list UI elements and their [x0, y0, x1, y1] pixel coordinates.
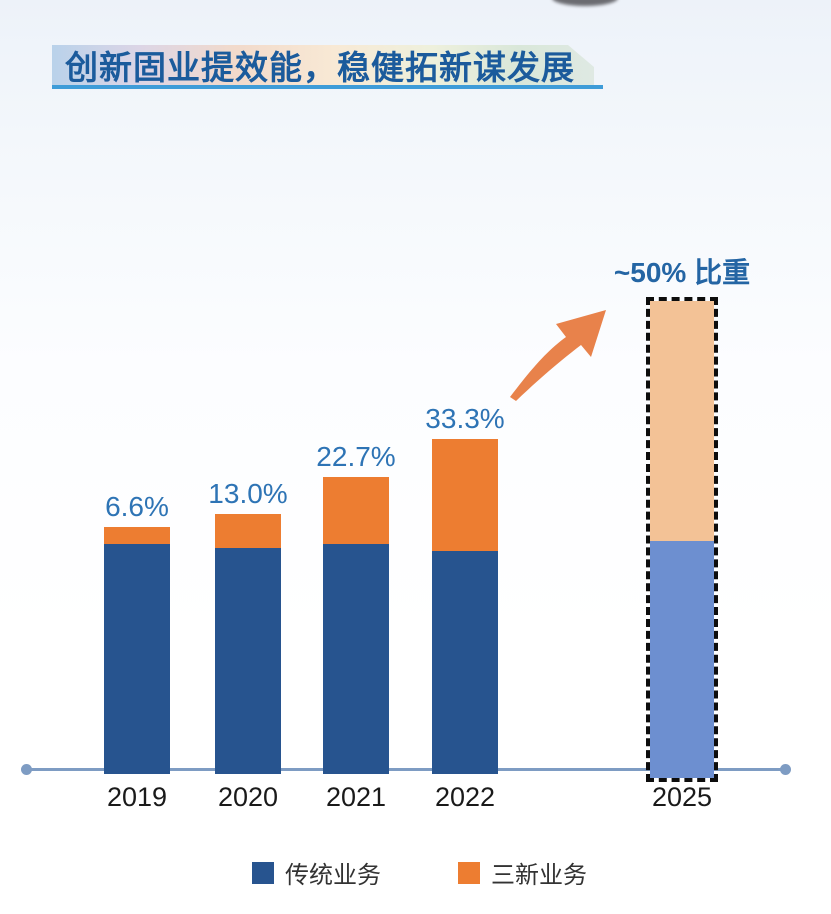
x-tick-2020: 2020 [217, 782, 279, 812]
segment-traditional-business-2019 [104, 544, 170, 774]
x-tick-2022: 2022 [434, 782, 496, 812]
legend-label-traditional: 传统业务 [285, 862, 381, 889]
segment-new-business-2025 [650, 301, 714, 541]
x-axis-line [27, 768, 786, 771]
bar-2021 [323, 477, 389, 774]
data-label-2022: 33.3% [425, 403, 505, 434]
title-banner: 创新固业提效能，稳健拓新谋发展 [52, 45, 594, 85]
segment-traditional-business-2020 [215, 548, 281, 774]
x-tick-2025: 2025 [651, 782, 713, 812]
axis-endpoint-left [21, 764, 32, 775]
legend-swatch-new [458, 861, 480, 884]
segment-traditional-business-2025 [650, 541, 714, 778]
legend-item-traditional: 传统业务 [252, 855, 381, 890]
data-label-2025: ~50% 比重 [613, 257, 751, 288]
bar-2019 [104, 527, 170, 774]
top-decoration-arc [552, 0, 618, 6]
x-tick-2021: 2021 [325, 782, 387, 812]
axis-endpoint-right [780, 764, 791, 775]
data-label-2021: 22.7% [316, 441, 396, 472]
bar-2020 [215, 514, 281, 774]
bar-2022 [432, 439, 498, 774]
segment-new-business-2020 [215, 514, 281, 548]
page-title: 创新固业提效能，稳健拓新谋发展 [65, 49, 575, 86]
segment-new-business-2021 [323, 477, 389, 544]
segment-new-business-2019 [104, 527, 170, 544]
data-label-2019: 6.6% [105, 491, 169, 522]
data-label-2020: 13.0% [208, 478, 288, 509]
x-tick-2019: 2019 [106, 782, 168, 812]
segment-traditional-business-2022 [432, 551, 498, 774]
growth-arrow-icon [510, 310, 606, 401]
growth-arrow-path [510, 310, 606, 401]
legend-swatch-traditional [252, 861, 274, 884]
legend-item-new: 三新业务 [458, 855, 587, 890]
title-underline [52, 85, 603, 89]
legend-label-new: 三新业务 [491, 862, 587, 889]
segment-new-business-2022 [432, 439, 498, 551]
segment-traditional-business-2021 [323, 544, 389, 774]
bar-2025-forecast [646, 297, 718, 782]
